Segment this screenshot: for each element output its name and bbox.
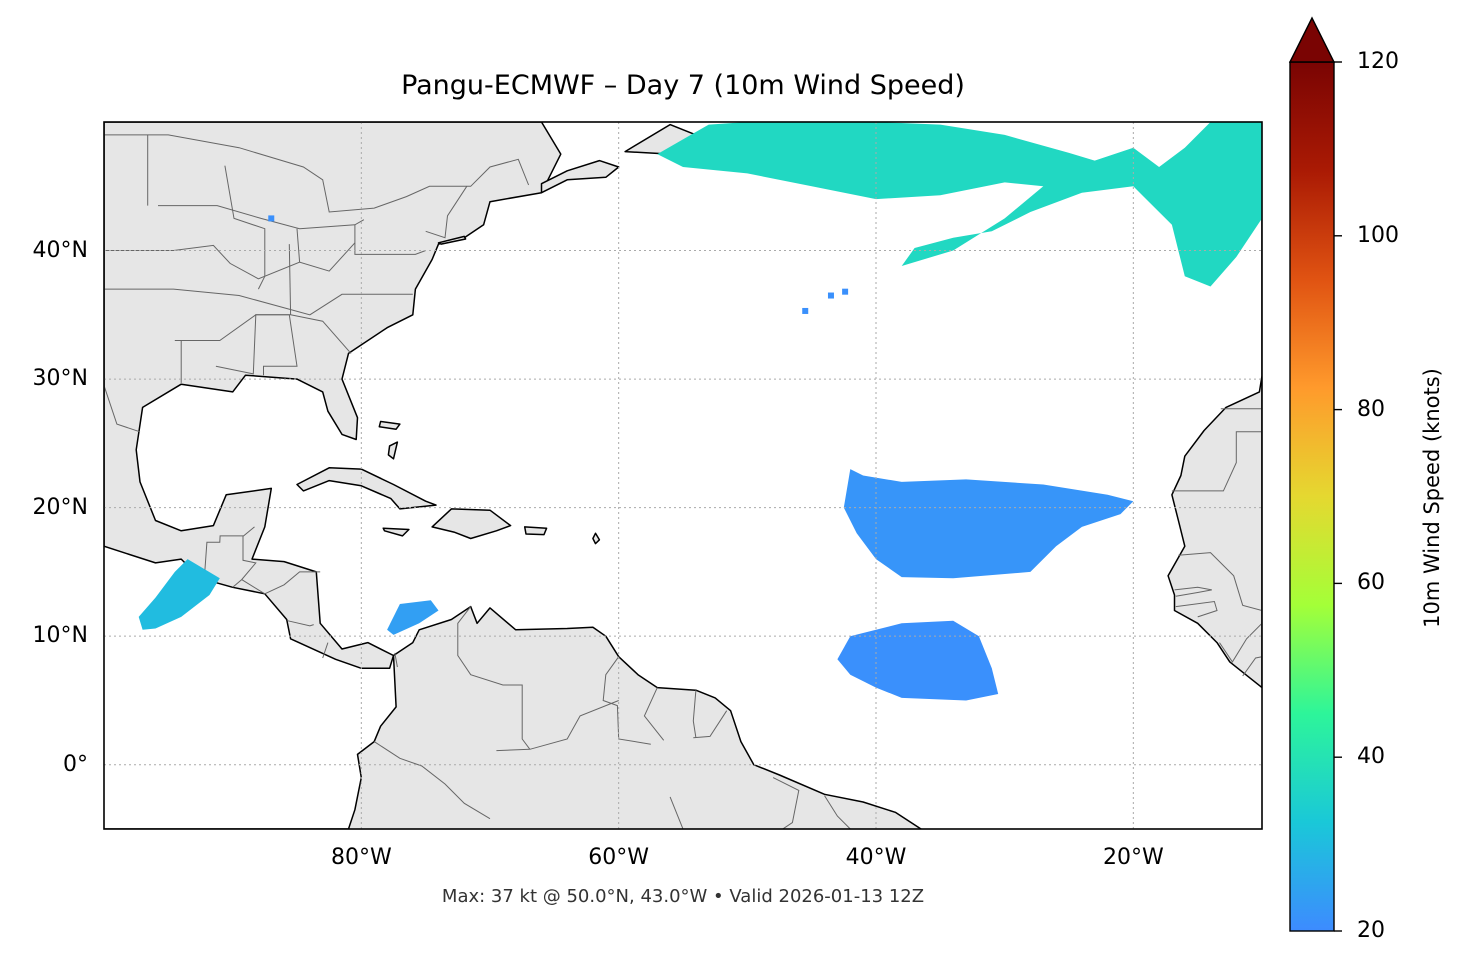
land-bahamas-2 [387, 441, 399, 460]
border-africa-inner-5 [1175, 600, 1218, 618]
colorbar-tick-label: 120 [1357, 49, 1399, 74]
x-tick-label: 80°W [330, 845, 392, 870]
wind-region-north-atlantic-jet [657, 122, 1262, 287]
land-hispaniola [431, 508, 512, 540]
wind-speck-lake-michigan [268, 215, 275, 222]
border-venezuela-guyana [602, 656, 651, 745]
border-us-states-4 [215, 314, 298, 376]
land-long-island [437, 235, 467, 245]
border-africa-inner-7 [1242, 656, 1262, 677]
colorbar-extend-arrow [1288, 16, 1336, 63]
chart-title: Pangu-ECMWF – Day 7 (10m Wind Speed) [401, 70, 965, 101]
wind-region-trade-winds-south [837, 620, 999, 701]
border-us-states-10 [425, 186, 468, 239]
border-us-states-11 [288, 244, 292, 315]
colorbar [1289, 61, 1335, 932]
map-frame [103, 121, 1263, 830]
land-puerto-rico [523, 526, 548, 536]
colorbar-tick-label: 20 [1357, 918, 1385, 943]
wind-speed-field [138, 122, 1262, 701]
land-cuba [296, 467, 437, 510]
land-north-america [104, 122, 562, 670]
border-central-america [232, 535, 257, 588]
border-brazil-states-2 [669, 796, 684, 829]
border-us-states-1 [104, 242, 356, 280]
border-us-states-2 [104, 288, 413, 316]
wind-region-trade-winds-north [843, 469, 1134, 579]
colorbar-tick-label: 100 [1357, 222, 1399, 248]
border-mexico-guatemala [203, 526, 255, 578]
colorbar-tick-marks [1334, 61, 1342, 932]
border-guyana-suriname [643, 687, 665, 741]
border-colombia-venezuela [457, 606, 531, 750]
border-guiana-brazil [693, 710, 728, 739]
border-colombia-ecuador [373, 741, 491, 820]
land-south-america [104, 605, 922, 829]
y-tick-label: 40°N [32, 237, 88, 263]
land-lesser-antilles [592, 532, 601, 545]
y-tick-label: 0° [63, 751, 88, 777]
x-tick-label: 60°W [588, 845, 650, 870]
border-africa-inner-3 [1178, 552, 1262, 611]
border-africa-inner-2 [1261, 398, 1262, 399]
border-us-states-8 [296, 228, 301, 263]
border-us-states-7 [224, 165, 266, 290]
border-us-mexico [104, 385, 141, 433]
wind-speck-mid-atlantic-3 [842, 288, 849, 295]
land-bahamas-1 [378, 420, 401, 430]
country-borders [104, 134, 1262, 829]
y-tick-label: 20°N [32, 494, 88, 520]
border-us-states-9 [354, 224, 426, 255]
border-brazil-states-3 [824, 795, 852, 829]
border-costa-rica-panama [322, 642, 329, 659]
y-tick-label: 10°N [32, 623, 88, 649]
wind-speck-mid-atlantic-1 [802, 307, 809, 314]
border-us-canada [104, 134, 530, 213]
border-africa-inner-1 [1171, 408, 1262, 492]
land-nova-scotia [540, 159, 620, 194]
border-africa-inner-6 [1219, 622, 1262, 663]
colorbar-tick-label: 40 [1357, 744, 1385, 770]
border-brazil-inner [496, 700, 619, 752]
gridlines [104, 122, 1262, 829]
colorbar-label: 10m Wind Speed (knots) [1420, 368, 1444, 628]
footer-caption: Max: 37 kt @ 50.0°N, 43.0°W • Valid 2026… [441, 886, 925, 907]
wind-speck-mid-atlantic-2 [827, 292, 834, 299]
border-suriname-guiana [692, 690, 697, 738]
x-tick-label: 40°W [845, 845, 907, 870]
border-panama-colombia [394, 652, 398, 668]
y-tick-label: 30°N [32, 366, 88, 392]
border-africa-inner-4 [1174, 586, 1212, 597]
colorbar-tick-label: 80 [1357, 396, 1385, 422]
wind-region-caribbean-low-level-jet [387, 600, 439, 635]
colorbar-tick-label: 60 [1357, 570, 1385, 596]
border-honduras-nicaragua [241, 571, 321, 595]
land-layer [104, 122, 1262, 829]
land-jamaica [382, 527, 410, 537]
border-us-states-6 [158, 205, 365, 230]
border-brazil-states-1 [772, 777, 800, 829]
wind-region-tehuantepec-jet [138, 559, 220, 630]
land-africa [1167, 122, 1262, 689]
x-tick-label: 20°W [1102, 845, 1164, 870]
border-nicaragua-costa-rica [287, 620, 314, 627]
